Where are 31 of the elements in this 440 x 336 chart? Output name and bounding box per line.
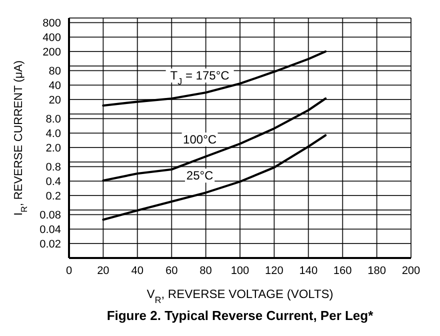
- y-tick-label: 0.8: [46, 162, 61, 174]
- x-tick-label: 20: [97, 264, 110, 277]
- x-tick-label: 80: [200, 264, 212, 277]
- y-tick-label: 0.02: [40, 238, 61, 250]
- y-tick-label: 40: [48, 80, 61, 92]
- y-tick-label: 400: [42, 32, 61, 44]
- x-tick-label: 160: [333, 264, 352, 277]
- x-tick-label: 200: [402, 264, 420, 277]
- y-tick-label: 0.4: [46, 176, 61, 188]
- x-axis-title: V$_{R}$, REVERSE VOLTAGE (VOLTS): [146, 287, 334, 305]
- x-tick-label: 120: [265, 264, 284, 277]
- series-label: 100°C: [183, 132, 217, 147]
- x-tick-label: 0: [66, 264, 72, 277]
- series-label: T$_{J}$ = 175°C: [170, 68, 230, 87]
- y-tick-label: 0.2: [46, 190, 61, 202]
- y-tick-label: 20: [48, 94, 61, 106]
- y-tick-label: 0.08: [40, 210, 61, 222]
- series-label: 25°C: [186, 168, 214, 183]
- x-tick-label: 180: [368, 264, 386, 277]
- x-tick-label: 100: [230, 264, 250, 277]
- y-tick-label: 0.04: [40, 224, 61, 236]
- x-tick-label: 60: [165, 264, 178, 277]
- y-tick-label: 2.0: [46, 142, 61, 154]
- y-tick-label: 80: [48, 66, 61, 78]
- y-tick-label: 800: [42, 18, 61, 30]
- y-tick-label: 4.0: [46, 128, 61, 140]
- y-tick-label: 200: [42, 46, 61, 58]
- y-tick-label: 8.0: [46, 114, 61, 126]
- x-tick-label: 140: [299, 264, 318, 277]
- text: Figure 2. Typical Reverse Current, Per Leg*: [106, 308, 374, 323]
- x-tick-label: 40: [131, 264, 144, 277]
